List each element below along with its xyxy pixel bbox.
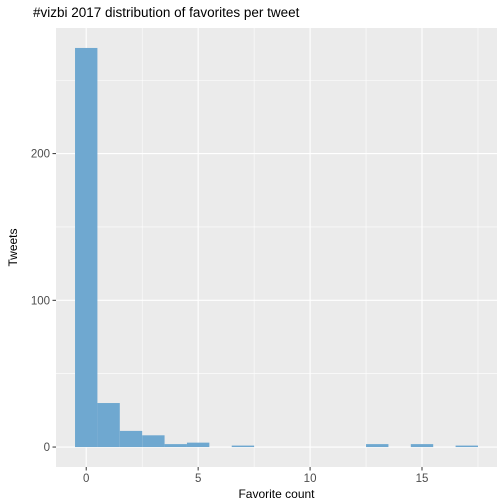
- histogram-bar: [366, 444, 389, 448]
- histogram-bars: [75, 47, 478, 448]
- chart-title: #vizbi 2017 distribution of favorites pe…: [33, 5, 300, 20]
- x-tick-label: 0: [83, 473, 89, 485]
- x-axis-ticks: 0 5 10 15: [83, 467, 428, 485]
- histogram-bar: [231, 445, 255, 448]
- histogram-bar: [455, 445, 478, 448]
- histogram-bar: [119, 430, 143, 448]
- histogram-bar: [97, 403, 120, 448]
- minor-gridlines: [56, 28, 497, 467]
- y-axis-ticks: 0 100 200: [31, 149, 56, 454]
- y-axis-title: Tweets: [6, 228, 20, 266]
- histogram-bar: [142, 435, 165, 448]
- x-axis-title: Favorite count: [238, 487, 315, 501]
- x-tick-label: 5: [195, 473, 201, 485]
- y-tick-label: 0: [44, 442, 50, 454]
- plot-panel: [56, 28, 497, 467]
- histogram-bar: [410, 444, 434, 448]
- histogram-bar: [186, 442, 210, 448]
- x-tick-label: 15: [416, 473, 429, 485]
- y-tick-label: 100: [31, 295, 50, 307]
- x-tick-label: 10: [304, 473, 317, 485]
- histogram-bar: [164, 444, 187, 448]
- y-tick-label: 200: [31, 149, 50, 161]
- histogram-bar: [75, 47, 98, 448]
